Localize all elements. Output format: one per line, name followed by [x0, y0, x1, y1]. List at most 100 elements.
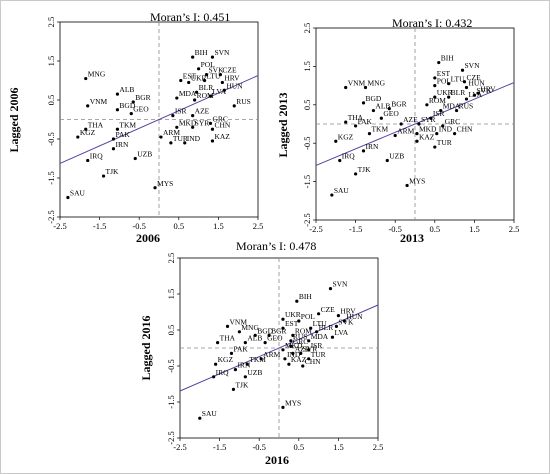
data-point [210, 139, 215, 143]
data-point [208, 94, 213, 98]
data-point [66, 195, 70, 200]
data-point [433, 76, 437, 80]
point-label: SAU [334, 186, 350, 195]
point-label: BGR [271, 326, 286, 335]
point-label: ARM [397, 127, 414, 136]
data-point [216, 341, 220, 345]
point-label: THA [220, 334, 236, 343]
x-tick-label: 1.5 [213, 221, 224, 231]
point-label: LTU [313, 319, 327, 328]
data-point [433, 145, 437, 149]
x-tick-label: -0.5 [132, 221, 145, 231]
point-label: TKM [249, 355, 266, 364]
point-label: AZE [195, 107, 210, 116]
point-label: MYS [409, 176, 425, 185]
point-label: TUR [311, 350, 326, 359]
data-point [129, 112, 133, 116]
point-label: CHN [457, 125, 473, 134]
data-point [86, 158, 90, 163]
data-point [464, 85, 469, 90]
point-label: UKR [285, 310, 301, 319]
point-label: EST [183, 72, 197, 81]
point-label: ROM [429, 96, 446, 105]
point-label: EST [437, 69, 451, 78]
data-point [476, 91, 480, 95]
point-label: MKD [179, 118, 197, 127]
data-point [385, 158, 389, 163]
point-label: SVN [465, 61, 481, 70]
data-point [84, 127, 88, 131]
point-label: BIH [195, 48, 209, 57]
data-point [415, 139, 419, 143]
point-label: BLR [451, 88, 466, 97]
y-tick-label: -1.5 [166, 395, 176, 408]
point-label: BGD [257, 326, 273, 335]
point-label: KGZ [338, 132, 354, 141]
point-label: UKR [437, 88, 453, 97]
x-tick-label: 0.5 [173, 221, 184, 231]
data-point [453, 132, 457, 136]
data-point [330, 335, 335, 339]
data-point [309, 326, 313, 330]
point-label: VNM [230, 317, 248, 326]
point-label: POL [201, 60, 216, 69]
data-point [344, 85, 348, 90]
data-point [336, 314, 340, 318]
data-point [435, 132, 439, 136]
y-axis-label: Lagged 2016 [139, 315, 153, 380]
data-point [307, 348, 311, 352]
point-label: TJK [358, 165, 372, 174]
data-point [454, 108, 459, 113]
data-point [76, 135, 80, 139]
data-point [399, 122, 403, 126]
data-point [175, 96, 179, 100]
data-point [281, 348, 285, 352]
data-point [233, 368, 238, 372]
point-label: LVA [212, 87, 226, 96]
point-label: ALB [375, 102, 390, 111]
point-label: POL [437, 77, 452, 86]
data-point [330, 193, 334, 197]
data-point [447, 82, 451, 86]
data-point [179, 78, 183, 83]
data-point [433, 84, 437, 88]
data-point [191, 114, 195, 118]
point-label: ROM [197, 91, 214, 100]
point-label: BGD [366, 94, 382, 103]
data-point [187, 80, 191, 85]
point-label: MKD [285, 341, 303, 350]
point-label: ARM [163, 128, 180, 137]
chart-title: Moran’s I: 0.432 [392, 16, 472, 30]
data-point [111, 137, 116, 141]
x-tick-label: 1.5 [333, 442, 344, 452]
point-label: IRN [115, 140, 128, 149]
point-label: HUN [468, 79, 485, 88]
data-point [363, 85, 368, 90]
data-point [283, 357, 287, 361]
data-point [175, 125, 179, 129]
point-label: KAZ [214, 132, 230, 141]
x-tick-label: 1.5 [469, 224, 480, 234]
y-tick-label: 1.5 [302, 61, 312, 72]
point-label: TJK [106, 167, 120, 176]
point-label: HUN [346, 312, 363, 321]
point-label: BGR [135, 93, 150, 102]
point-label: SVN [332, 280, 348, 289]
point-label: HRV [340, 307, 356, 316]
data-point [208, 121, 213, 125]
x-tick-label: -1.5 [93, 221, 106, 231]
data-point [464, 97, 469, 101]
y-tick-label: -1.5 [302, 175, 312, 188]
data-point [447, 95, 451, 99]
x-axis-label: 2016 [265, 453, 289, 467]
point-label: ALB [119, 85, 134, 94]
x-tick-label: -2.5 [173, 442, 186, 452]
y-tick-label: -2.5 [166, 431, 176, 444]
point-label: PAK [358, 117, 373, 126]
point-label: CHN [305, 357, 321, 366]
point-label: ALB [247, 334, 262, 343]
data-point [287, 362, 291, 366]
data-point [289, 344, 293, 348]
data-point [371, 108, 376, 113]
data-point [299, 351, 303, 355]
